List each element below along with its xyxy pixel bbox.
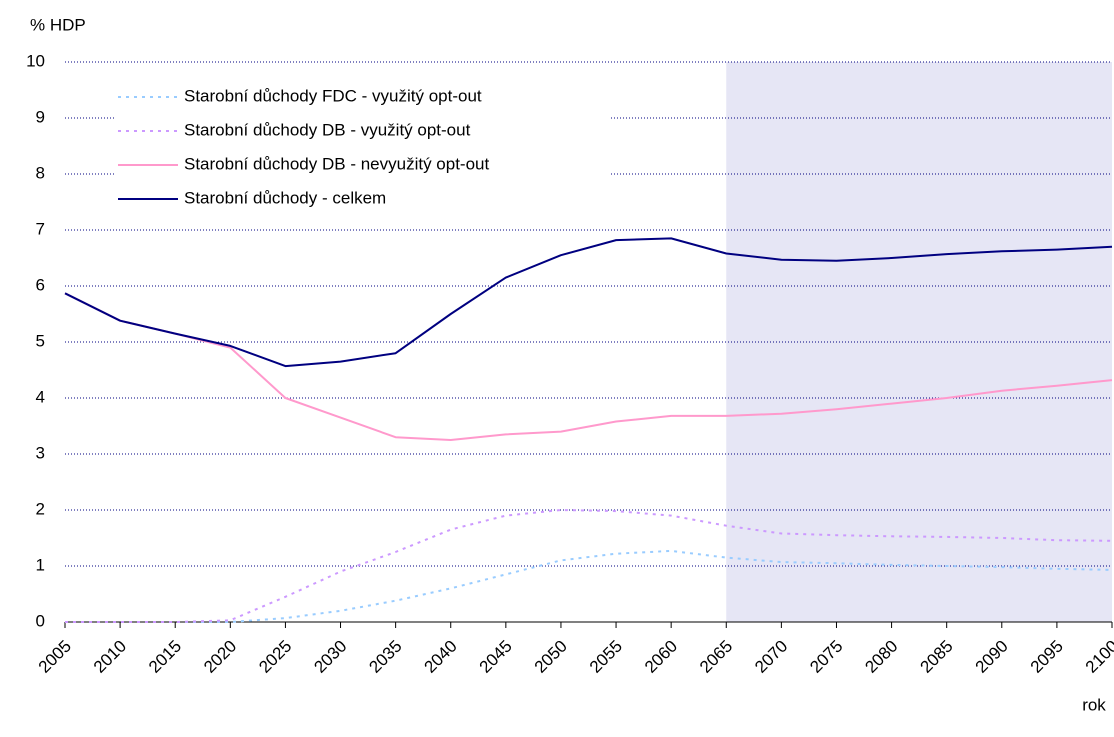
x-tick-label: 2050 (531, 637, 571, 677)
legend-label: Starobní důchody - celkem (184, 188, 386, 207)
x-tick-label: 2070 (751, 637, 791, 677)
legend-label: Starobní důchody DB - nevyužitý opt-out (184, 154, 489, 173)
x-tick-label: 2065 (696, 637, 736, 677)
y-tick-label: 2 (36, 499, 45, 518)
shaded-region (726, 62, 1112, 622)
legend-label: Starobní důchody DB - využitý opt-out (184, 120, 471, 139)
y-tick-label: 10 (26, 51, 45, 70)
x-tick-label: 2100 (1082, 637, 1114, 677)
legend-label: Starobní důchody FDC - využitý opt-out (184, 86, 482, 105)
y-tick-label: 6 (36, 275, 45, 294)
y-tick-label: 3 (36, 443, 45, 462)
y-axis-label: % HDP (30, 15, 86, 34)
y-tick-label: 8 (36, 163, 45, 182)
x-tick-label: 2045 (476, 637, 516, 677)
x-tick-label: 2060 (641, 637, 681, 677)
x-tick-label: 2090 (972, 637, 1012, 677)
series-line (65, 549, 1113, 623)
x-tick-label: 2025 (255, 637, 295, 677)
series-line (64, 237, 1113, 368)
x-tick-label: 2075 (806, 637, 846, 677)
y-tick-label: 5 (36, 331, 45, 350)
x-tick-label: 2020 (200, 637, 240, 677)
x-tick-label: 2010 (90, 637, 130, 677)
x-tick-label: 2015 (145, 637, 185, 677)
y-tick-label: 7 (36, 219, 45, 238)
x-tick-label: 2085 (917, 637, 957, 677)
y-tick-label: 0 (36, 611, 45, 630)
x-tick-label: 2030 (310, 637, 350, 677)
x-axis-label: rok (1082, 695, 1106, 714)
y-tick-label: 1 (36, 555, 45, 574)
legend-box (114, 78, 610, 216)
x-tick-label: 2035 (365, 637, 405, 677)
x-tick-label: 2080 (861, 637, 901, 677)
series-line (64, 292, 1113, 441)
x-tick-label: 2095 (1027, 637, 1067, 677)
x-tick-label: 2040 (421, 637, 461, 677)
y-tick-label: 4 (36, 387, 45, 406)
y-tick-label: 9 (36, 107, 45, 126)
x-tick-label: 2005 (35, 637, 75, 677)
x-tick-label: 2055 (586, 637, 626, 677)
